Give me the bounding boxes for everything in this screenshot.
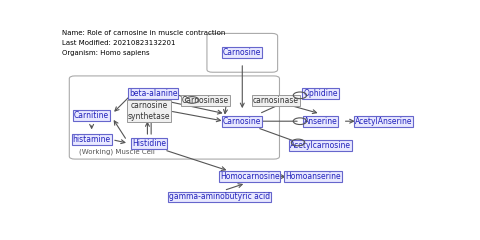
Text: Anserine: Anserine: [303, 117, 337, 126]
Text: Homocarnosine: Homocarnosine: [220, 172, 279, 181]
Text: Histidine: Histidine: [132, 139, 166, 148]
Text: Carnitine: Carnitine: [74, 111, 109, 120]
Text: Acetylcarnosine: Acetylcarnosine: [290, 141, 351, 150]
Text: carnosinase: carnosinase: [253, 96, 299, 105]
Text: Ophidine: Ophidine: [303, 89, 337, 98]
Text: carnosine
synthetase: carnosine synthetase: [128, 101, 170, 121]
Text: Carnosine: Carnosine: [223, 117, 262, 126]
Text: (Working) Muscle Cell: (Working) Muscle Cell: [79, 149, 155, 155]
Text: histamine: histamine: [72, 135, 111, 144]
Text: Carnosine: Carnosine: [223, 48, 262, 57]
Text: Homoanserine: Homoanserine: [285, 172, 341, 181]
Text: Organism: Homo sapiens: Organism: Homo sapiens: [62, 50, 149, 56]
Text: Last Modified: 20210823132201: Last Modified: 20210823132201: [62, 40, 175, 46]
Text: beta-alanine: beta-alanine: [129, 89, 177, 98]
Text: AcetylAnserine: AcetylAnserine: [355, 117, 412, 126]
Text: Name: Role of carnosine in muscle contraction: Name: Role of carnosine in muscle contra…: [62, 30, 225, 36]
Text: Carnosinase: Carnosinase: [181, 96, 228, 105]
Text: gamma-aminobutyric acid: gamma-aminobutyric acid: [169, 192, 271, 201]
